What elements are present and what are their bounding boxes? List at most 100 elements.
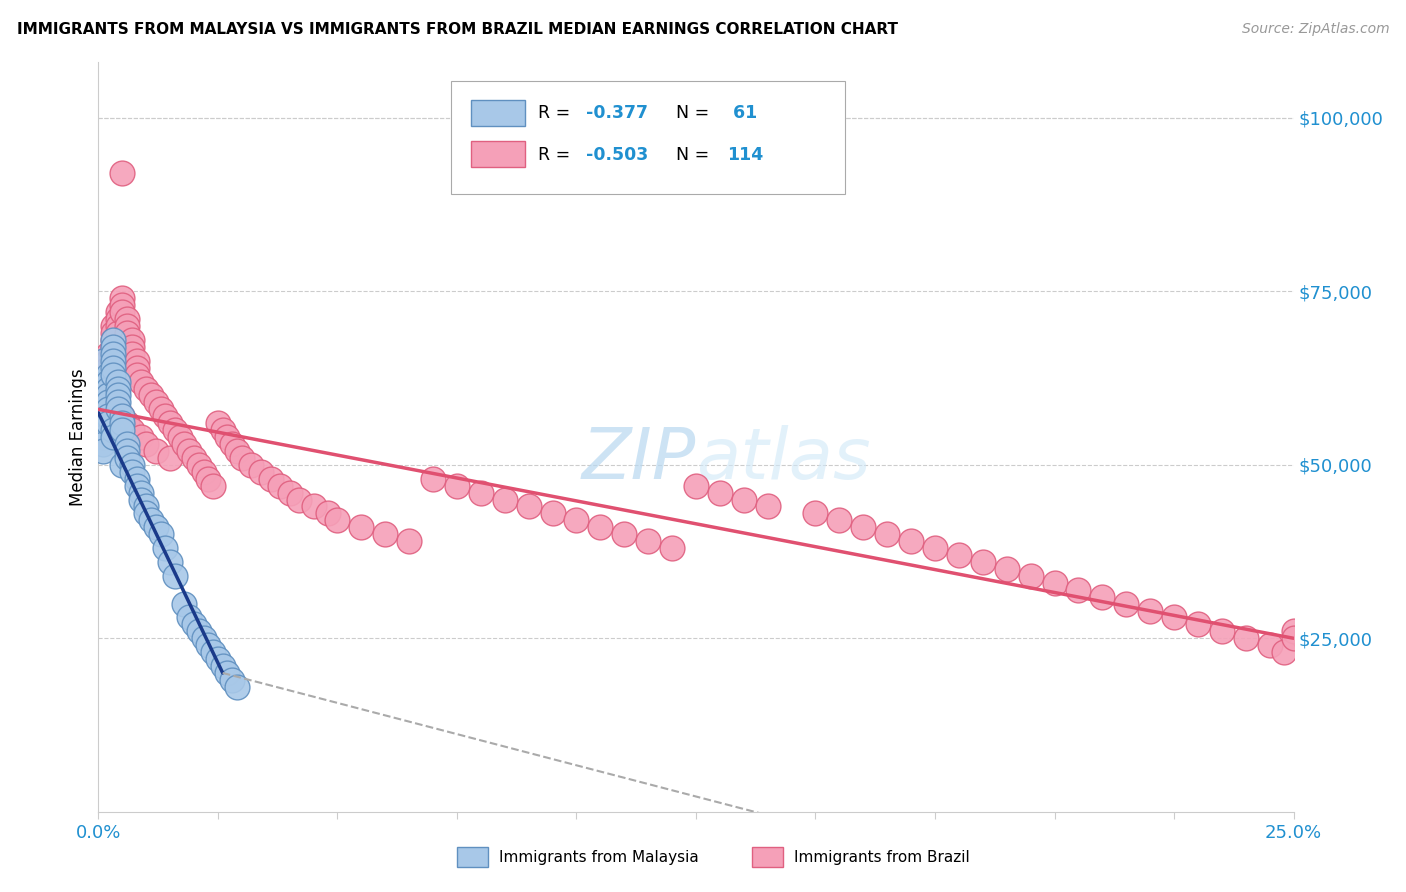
FancyBboxPatch shape <box>471 100 524 126</box>
Text: -0.503: -0.503 <box>586 145 648 163</box>
Point <box>278 485 301 500</box>
Point <box>107 305 129 319</box>
Text: Source: ZipAtlas.com: Source: ZipAtlas.com <box>1241 22 1389 37</box>
Point <box>101 319 124 334</box>
Point <box>97 402 120 417</box>
Point <box>97 382 120 396</box>
Point <box>350 520 373 534</box>
Point <box>685 478 707 492</box>
Point <box>121 340 143 354</box>
Point <box>101 340 124 354</box>
Point <box>115 416 138 430</box>
Point <box>91 353 114 368</box>
Point <box>197 638 219 652</box>
Point <box>1282 624 1305 639</box>
Point <box>97 409 120 424</box>
Point <box>91 430 114 444</box>
Point <box>269 478 291 492</box>
Point <box>924 541 946 555</box>
Point <box>111 298 134 312</box>
Point <box>398 534 420 549</box>
Point <box>107 395 129 409</box>
Point <box>231 450 253 465</box>
Point <box>828 513 851 527</box>
Point <box>91 409 114 424</box>
Point <box>111 458 134 472</box>
Point <box>207 652 229 666</box>
Point <box>613 527 636 541</box>
Point <box>101 333 124 347</box>
Text: R =: R = <box>538 104 576 122</box>
Point <box>173 437 195 451</box>
Point <box>107 402 129 417</box>
Point <box>155 541 177 555</box>
Point <box>115 326 138 340</box>
Point <box>1234 632 1257 646</box>
Point <box>159 555 181 569</box>
Bar <box>457 847 488 867</box>
Point <box>202 645 225 659</box>
Text: 114: 114 <box>727 145 763 163</box>
Point <box>173 597 195 611</box>
Point <box>259 472 281 486</box>
Point <box>125 360 148 375</box>
Point <box>1139 603 1161 617</box>
Point <box>101 347 124 361</box>
Point <box>1019 569 1042 583</box>
Bar <box>752 847 783 867</box>
Text: N =: N = <box>676 145 714 163</box>
Point <box>589 520 612 534</box>
Text: ZIP: ZIP <box>582 425 696 494</box>
Point <box>326 513 349 527</box>
Point <box>97 375 120 389</box>
Point <box>193 632 215 646</box>
Point <box>183 617 205 632</box>
Point <box>187 624 209 639</box>
Point <box>211 423 233 437</box>
Point <box>97 368 120 382</box>
Point <box>250 465 273 479</box>
Point <box>155 409 177 424</box>
Point <box>97 416 120 430</box>
Point <box>169 430 191 444</box>
Point <box>733 492 755 507</box>
Point <box>1043 575 1066 590</box>
Point <box>202 478 225 492</box>
Point <box>217 430 239 444</box>
Point <box>709 485 731 500</box>
Point <box>139 388 162 402</box>
Point <box>135 507 157 521</box>
Point <box>422 472 444 486</box>
Point <box>1282 632 1305 646</box>
Point <box>101 368 124 382</box>
Point <box>121 347 143 361</box>
Point <box>107 319 129 334</box>
Text: atlas: atlas <box>696 425 870 494</box>
Point <box>876 527 898 541</box>
Point <box>240 458 263 472</box>
Point <box>111 409 134 424</box>
Point <box>145 444 167 458</box>
Point <box>111 423 134 437</box>
Point <box>179 444 201 458</box>
Point <box>101 340 124 354</box>
Text: N =: N = <box>676 104 714 122</box>
Point <box>316 507 339 521</box>
Point <box>121 465 143 479</box>
Point <box>101 430 124 444</box>
Point <box>197 472 219 486</box>
Point <box>131 485 153 500</box>
Point <box>125 368 148 382</box>
Point <box>107 388 129 402</box>
Point <box>1067 582 1090 597</box>
Point <box>115 319 138 334</box>
Point <box>217 665 239 680</box>
Point <box>183 450 205 465</box>
Text: 61: 61 <box>727 104 758 122</box>
Point <box>541 507 564 521</box>
Point <box>446 478 468 492</box>
Point <box>91 437 114 451</box>
Point <box>91 423 114 437</box>
Point <box>1163 610 1185 624</box>
Text: R =: R = <box>538 145 576 163</box>
